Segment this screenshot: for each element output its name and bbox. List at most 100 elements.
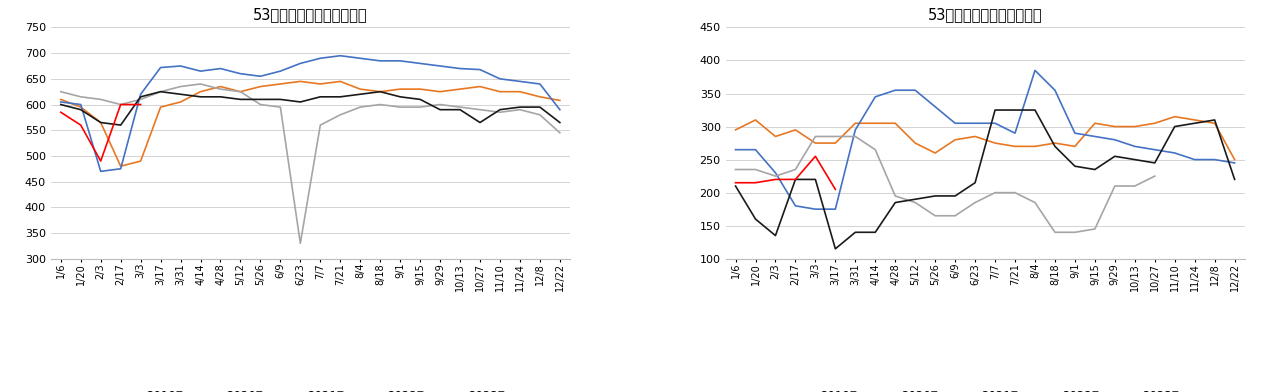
2020年 xyxy=(53,100,69,104)
Title: 53家样本煤矿炼焦原煤库存: 53家样本煤矿炼焦原煤库存 xyxy=(928,7,1043,22)
2021年 xyxy=(333,113,348,117)
2020年 xyxy=(74,102,89,107)
2023年 xyxy=(728,180,743,185)
2021年 xyxy=(867,147,883,152)
2020年 xyxy=(152,65,168,70)
Title: 53家样本炼焦煤矿原煤产量: 53家样本炼焦煤矿原煤产量 xyxy=(253,7,367,22)
2019年 xyxy=(1187,118,1203,122)
2021年 xyxy=(493,110,508,114)
2021年 xyxy=(1048,230,1063,235)
2019年 xyxy=(787,127,803,132)
2022年 xyxy=(552,120,568,125)
2019年 xyxy=(292,79,307,84)
2021年 xyxy=(888,194,903,198)
2022年 xyxy=(748,217,763,221)
2020年 xyxy=(867,94,883,99)
2019年 xyxy=(532,94,547,99)
2020年 xyxy=(1227,161,1242,165)
2019年 xyxy=(152,105,168,109)
2021年 xyxy=(748,167,763,172)
2019年 xyxy=(133,159,149,163)
2020年 xyxy=(1187,157,1203,162)
2020年 xyxy=(847,127,862,132)
2021年 xyxy=(1107,184,1123,189)
2023年 xyxy=(748,180,763,185)
2021年 xyxy=(372,102,387,107)
Line: 2019年: 2019年 xyxy=(735,117,1234,160)
2021年 xyxy=(847,134,862,139)
2022年 xyxy=(1227,177,1242,182)
2021年 xyxy=(552,131,568,135)
2020年 xyxy=(1027,68,1043,73)
2022年 xyxy=(1027,108,1043,113)
2020年 xyxy=(552,107,568,112)
2019年 xyxy=(512,89,527,94)
2023年 xyxy=(828,187,843,192)
2022年 xyxy=(292,100,307,104)
2020年 xyxy=(193,69,208,73)
2019年 xyxy=(74,105,89,109)
Line: 2021年: 2021年 xyxy=(735,136,1154,232)
2022年 xyxy=(353,92,368,96)
2019年 xyxy=(413,87,428,91)
2019年 xyxy=(908,141,923,145)
2019年 xyxy=(947,138,963,142)
2021年 xyxy=(532,113,547,117)
2021年 xyxy=(1007,190,1022,195)
2022年 xyxy=(808,177,823,182)
2022年 xyxy=(532,105,547,109)
2019年 xyxy=(333,79,348,84)
2022年 xyxy=(273,97,288,102)
2019年 xyxy=(1227,157,1242,162)
2022年 xyxy=(452,107,467,112)
2019年 xyxy=(452,87,467,91)
2020年 xyxy=(372,58,387,63)
2020年 xyxy=(452,66,467,71)
2019年 xyxy=(1147,121,1162,125)
2023年 xyxy=(787,177,803,182)
2020年 xyxy=(1067,131,1082,136)
2019年 xyxy=(312,82,328,86)
2022年 xyxy=(828,247,843,251)
2019年 xyxy=(173,100,188,104)
2021年 xyxy=(232,89,248,94)
2022年 xyxy=(1048,144,1063,149)
2019年 xyxy=(1027,144,1043,149)
2022年 xyxy=(1128,157,1143,162)
2020年 xyxy=(1147,147,1162,152)
2020年 xyxy=(748,147,763,152)
2022年 xyxy=(867,230,883,235)
2019年 xyxy=(748,118,763,122)
2019年 xyxy=(1107,124,1123,129)
2020年 xyxy=(947,121,963,125)
2022年 xyxy=(1107,154,1123,159)
2021年 xyxy=(908,200,923,205)
2020年 xyxy=(808,207,823,212)
2019年 xyxy=(1007,144,1022,149)
2019年 xyxy=(1048,141,1063,145)
2019年 xyxy=(888,121,903,125)
2020年 xyxy=(828,207,843,212)
2022年 xyxy=(768,233,784,238)
2022年 xyxy=(253,97,268,102)
2019年 xyxy=(253,84,268,89)
2019年 xyxy=(213,84,229,89)
2021年 xyxy=(1067,230,1082,235)
2019年 xyxy=(392,87,408,91)
2020年 xyxy=(1128,144,1143,149)
Line: 2021年: 2021年 xyxy=(61,84,560,243)
2022年 xyxy=(413,97,428,102)
2021年 xyxy=(53,89,69,94)
2022年 xyxy=(133,94,149,99)
2022年 xyxy=(1007,108,1022,113)
2021年 xyxy=(988,190,1003,195)
2022年 xyxy=(728,184,743,189)
2022年 xyxy=(312,94,328,99)
2021年 xyxy=(93,97,108,102)
2022年 xyxy=(927,194,942,198)
2019年 xyxy=(808,141,823,145)
2022年 xyxy=(1206,118,1222,122)
2022年 xyxy=(392,94,408,99)
2020年 xyxy=(787,203,803,208)
2020年 xyxy=(927,104,942,109)
